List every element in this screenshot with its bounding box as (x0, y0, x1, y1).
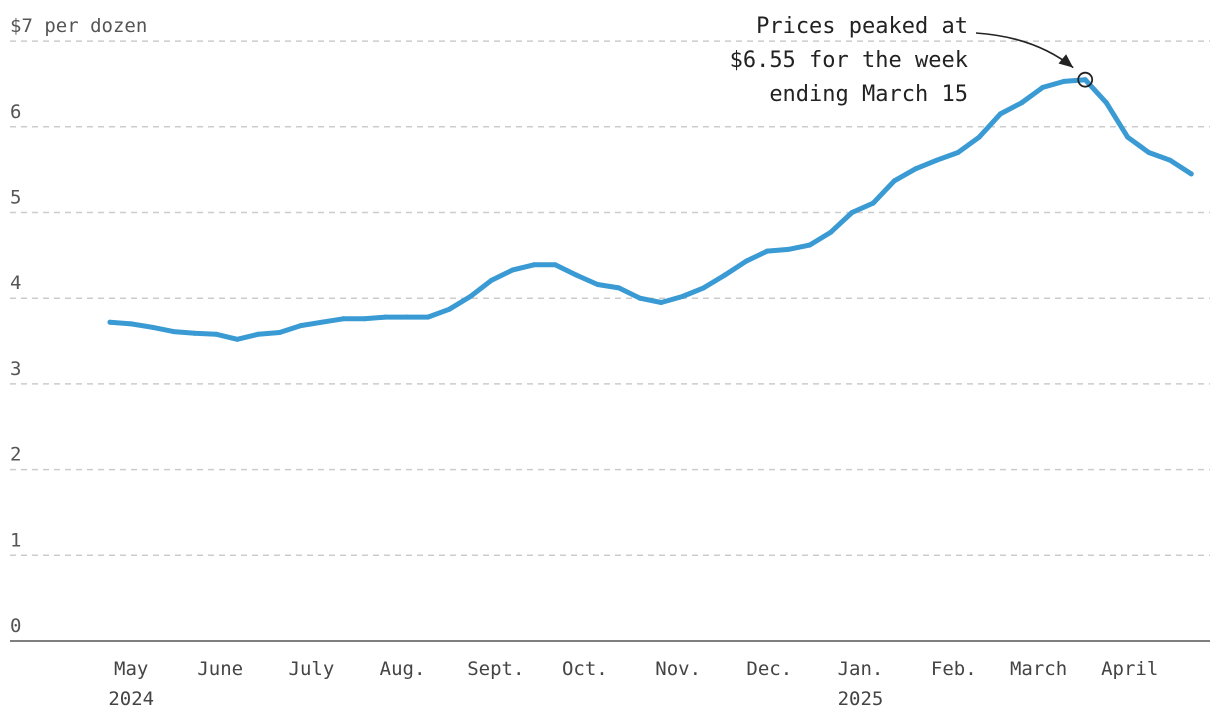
data-point-15 (425, 314, 431, 320)
data-point-49 (1146, 150, 1152, 156)
x-axis-labels: May 2024 June July Aug. Sept. Oct. Nov. Dec. Jan.… (108, 658, 1158, 710)
data-point-41 (976, 134, 982, 140)
data-point-47 (1103, 100, 1109, 106)
annotation-line-2: ending March 15 (769, 82, 968, 107)
x-tick-label-1: June (197, 658, 243, 680)
x-tick-year-8: 2025 (838, 688, 884, 710)
data-point-45 (1061, 78, 1067, 84)
data-point-38 (913, 166, 919, 172)
x-tick-year-0: 2024 (108, 688, 154, 710)
data-point-25 (637, 295, 643, 301)
data-point-17 (467, 293, 473, 299)
annotation-arrowhead (1058, 54, 1074, 68)
y-tick-label-1: 1 (10, 529, 21, 551)
data-point-39 (934, 157, 940, 163)
data-point-31 (764, 248, 770, 254)
data-point-51 (1188, 171, 1194, 177)
data-point-1 (128, 321, 134, 327)
x-tick-label-11: April (1101, 658, 1158, 680)
data-point-27 (679, 293, 685, 299)
data-point-43 (1019, 100, 1025, 106)
series-layer (107, 77, 1194, 342)
data-point-37 (891, 178, 897, 184)
data-point-29 (722, 272, 728, 278)
data-point-13 (383, 314, 389, 320)
data-point-7 (255, 331, 261, 337)
data-point-6 (234, 336, 240, 342)
x-tick-label-2: July (289, 658, 335, 680)
data-point-18 (489, 277, 495, 283)
data-point-11 (340, 316, 346, 322)
peak-marker (1077, 71, 1094, 88)
x-tick-label-5: Oct. (562, 658, 608, 680)
y-tick-label-3: 3 (10, 358, 21, 380)
data-point-26 (658, 299, 664, 305)
data-point-5 (213, 331, 219, 337)
x-tick-label-7: Dec. (746, 658, 792, 680)
data-point-42 (997, 111, 1003, 117)
data-point-23 (595, 281, 601, 287)
data-point-36 (870, 200, 876, 206)
y-tick-label-4: 4 (10, 272, 21, 294)
data-point-33 (807, 242, 813, 248)
data-point-48 (1125, 134, 1131, 140)
data-point-46 (1082, 77, 1088, 83)
gridlines (10, 40, 1210, 557)
data-point-10 (319, 319, 325, 325)
data-point-12 (361, 316, 367, 322)
data-point-19 (510, 267, 516, 273)
data-point-32 (785, 246, 791, 252)
data-point-40 (955, 150, 961, 156)
data-point-20 (531, 262, 537, 268)
y-axis-labels: $7 per dozen 6 5 4 3 2 1 0 (10, 15, 147, 637)
data-point-50 (1167, 157, 1173, 163)
x-tick-label-8: Jan. (838, 658, 884, 680)
y-tick-label-2: 2 (10, 444, 21, 466)
y-tick-label-0: 0 (10, 615, 21, 637)
data-point-22 (573, 272, 579, 278)
data-point-9 (298, 323, 304, 329)
data-point-4 (192, 330, 198, 336)
x-tick-label-6: Nov. (655, 658, 701, 680)
data-point-24 (616, 285, 622, 291)
series-line-0 (107, 77, 1194, 342)
data-point-14 (404, 314, 410, 320)
data-point-30 (743, 258, 749, 264)
data-point-34 (828, 229, 834, 235)
annotation-layer: Prices peaked at $6.55 for the week ending… (730, 14, 1094, 107)
x-tick-label-3: Aug. (380, 658, 426, 680)
data-point-3 (171, 329, 177, 335)
data-point-28 (701, 285, 707, 291)
data-point-35 (849, 210, 855, 215)
y-tick-label-5: 5 (10, 187, 21, 209)
annotation-line-0: Prices peaked at (756, 14, 968, 39)
data-point-21 (552, 262, 558, 268)
data-point-44 (1040, 84, 1046, 90)
x-tick-label-4: Sept. (467, 658, 524, 680)
data-point-16 (446, 306, 452, 312)
annotation-arrow (975, 32, 1074, 69)
data-point-2 (149, 324, 155, 330)
data-point-8 (277, 329, 283, 335)
x-tick-label-0: May (114, 658, 148, 680)
data-point-0 (107, 319, 113, 325)
x-tick-label-9: Feb. (931, 658, 977, 680)
x-tick-label-10: March (1010, 658, 1067, 680)
y-tick-label-6: 6 (10, 101, 21, 123)
y-tick-label-7: $7 per dozen (10, 15, 147, 37)
annotation-line-1: $6.55 for the week (730, 48, 968, 73)
